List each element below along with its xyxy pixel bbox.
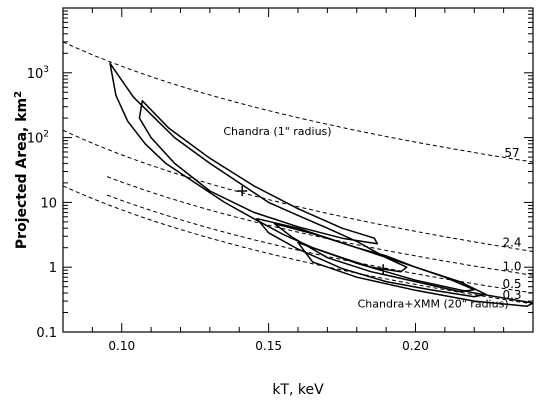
dashed-line-label-0: 57: [504, 146, 519, 160]
contour-4: [297, 241, 534, 307]
dashed-line-label-3: 0.5: [502, 277, 521, 291]
y-tick-label-2: 10: [40, 196, 57, 211]
contour-1: [138, 100, 379, 245]
best-fit-cross-1: [378, 264, 389, 275]
dashed-line-label-4: 0.3: [502, 288, 521, 302]
best-fit-cross-0: [237, 185, 248, 196]
y-tick-label-0: 0.1: [36, 326, 57, 341]
dashed-line-3: [106, 194, 534, 294]
x-tick-label-0: 0.10: [108, 339, 135, 353]
y-axis-label-main: Projected Area, km: [14, 98, 30, 249]
y-tick-label-1: 1: [49, 261, 57, 276]
x-axis-label: kT, keV: [272, 382, 324, 398]
dashed-line-group: 57 2.4 1.0 0.50.3: [62, 41, 534, 305]
contour-group: [109, 62, 534, 307]
annotation-1: Chandra+XMM (20" radius): [358, 297, 509, 310]
dashed-line-4: [62, 185, 534, 305]
contour-0: [109, 62, 408, 273]
dashed-line-label-2: 1.0: [502, 259, 521, 273]
annotation-labels: Chandra (1" radius) Chandra+XMM (20" radi…: [223, 125, 508, 310]
annotation-0: Chandra (1" radius): [223, 125, 331, 138]
y-axis-label: Projected Area, km2: [13, 91, 30, 249]
best-fit-marks: [237, 185, 389, 275]
dashed-line-2: [106, 176, 534, 276]
y-tick-label-3: 102: [27, 130, 49, 147]
y-tick-label-4: 103: [27, 65, 49, 82]
dashed-line-0: [62, 41, 534, 163]
x-tick-label-2: 0.20: [402, 339, 429, 353]
x-tick-label-1: 0.15: [255, 339, 282, 353]
contour-3: [273, 222, 476, 293]
dashed-line-label-1: 2.4: [502, 235, 521, 249]
dashed-line-1: [62, 129, 534, 252]
axis-ticks: 0.10 0.15 0.20 0.1 1 10 102 103: [27, 8, 534, 353]
y-axis-label-sup: 2: [13, 91, 24, 98]
